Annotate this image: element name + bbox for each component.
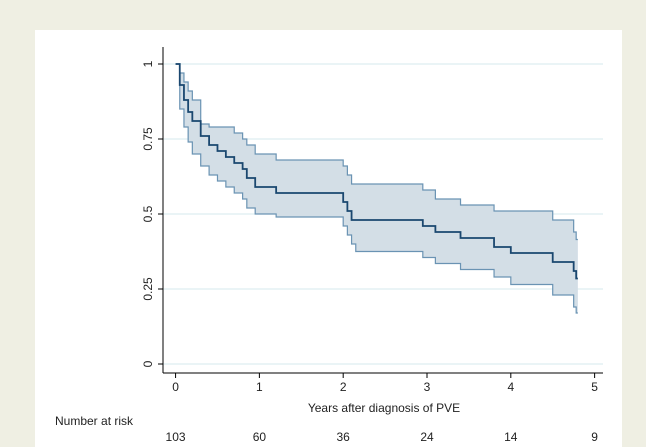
x-tick-label: 0 <box>172 380 179 394</box>
y-tick-label: 0.75 <box>141 127 155 151</box>
survival-line <box>175 63 578 280</box>
ci-line <box>175 63 578 241</box>
risk-title: Number at risk <box>55 414 134 428</box>
ci-line <box>175 63 578 314</box>
y-tick-label: 0 <box>141 360 155 367</box>
y-tick-label: 0.5 <box>141 205 155 222</box>
y-tick-label: 0.25 <box>141 277 155 301</box>
risk-count: 9 <box>591 430 598 444</box>
confidence-band <box>175 64 578 313</box>
x-axis-title: Years after diagnosis of PVE <box>308 401 460 415</box>
x-tick-label: 3 <box>424 380 431 394</box>
risk-count: 103 <box>166 430 186 444</box>
x-tick-label: 1 <box>256 380 263 394</box>
x-tick-label: 4 <box>507 380 514 394</box>
risk-count: 36 <box>337 430 351 444</box>
x-tick-label: 5 <box>591 380 598 394</box>
risk-count: 24 <box>420 430 434 444</box>
risk-count: 14 <box>504 430 518 444</box>
y-tick-label: 1 <box>141 60 155 67</box>
risk-count: 60 <box>253 430 267 444</box>
x-tick-label: 2 <box>340 380 347 394</box>
